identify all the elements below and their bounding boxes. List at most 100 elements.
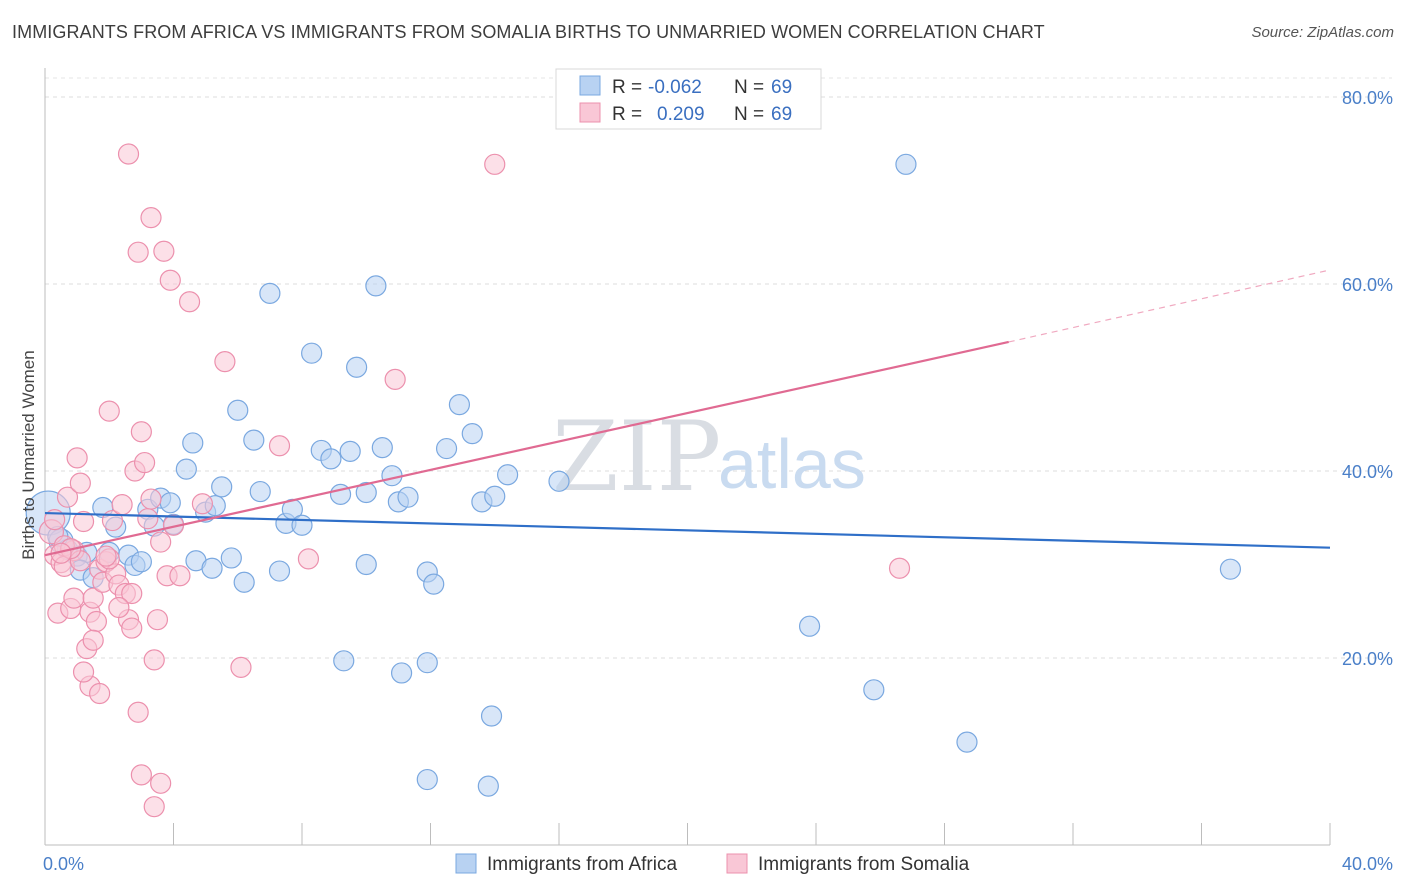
y-tick-label: 60.0% [1342, 275, 1393, 295]
data-point-somalia [66, 447, 88, 469]
data-point-somalia [98, 400, 120, 422]
data-point-somalia [137, 508, 159, 530]
data-point-africa [201, 557, 223, 579]
data-point-somalia [89, 682, 111, 705]
data-point-africa [416, 652, 438, 674]
data-point-somalia [121, 617, 143, 639]
data-point-africa [233, 571, 255, 593]
data-point-somalia [63, 587, 85, 609]
data-point-africa [477, 775, 499, 797]
data-point-africa [333, 650, 355, 672]
data-point-somalia [169, 565, 191, 587]
watermark-zip: ZIP [552, 401, 721, 513]
legend-r-label-somalia: R = [612, 104, 642, 125]
data-point-somalia [95, 545, 117, 567]
data-point-somalia [111, 494, 133, 516]
data-point-africa [175, 458, 197, 480]
data-point-somalia [117, 143, 140, 165]
data-point-africa [159, 492, 181, 514]
legend-n-label-africa: N = [734, 77, 764, 98]
y-tick-label: 40.0% [1342, 462, 1393, 482]
data-point-somalia [484, 153, 506, 175]
data-point-somalia [191, 493, 214, 515]
data-point-africa [320, 448, 342, 470]
data-point-somalia [297, 548, 320, 570]
legend-n-value-somalia: 69 [771, 104, 792, 125]
data-point-africa [397, 486, 419, 508]
legend-bottom-swatch-africa [455, 853, 477, 874]
axes: 20.0% 40.0% 60.0% 80.0% 0.0% 40.0% [43, 68, 1393, 874]
data-point-africa [339, 440, 361, 462]
data-point-somalia [150, 772, 172, 794]
data-point-africa [480, 705, 503, 727]
legend-n-value-africa: 69 [771, 77, 792, 98]
data-point-africa [863, 679, 885, 701]
legend-r-label-africa: R = [612, 77, 642, 98]
data-points [25, 143, 1242, 818]
data-point-somalia [143, 649, 165, 671]
data-point-africa [355, 553, 377, 576]
data-point-africa [956, 731, 978, 753]
data-point-somalia [121, 582, 143, 605]
data-point-africa [268, 560, 291, 582]
data-point-somalia [146, 609, 169, 631]
legend-bottom-swatch-somalia [726, 853, 748, 874]
trend-line-somalia [44, 340, 1009, 557]
data-point-somalia [143, 796, 165, 818]
data-point-somalia [85, 610, 108, 633]
trend-line-africa [44, 511, 1331, 549]
x-tick-label-max: 40.0% [1342, 854, 1393, 874]
legend-swatch-africa [579, 75, 601, 96]
data-point-somalia [130, 764, 152, 786]
data-point-somalia [56, 486, 79, 508]
data-point-somalia [159, 269, 181, 291]
legend-r-value-somalia: 0.209 [657, 104, 705, 125]
legend-bottom-label-somalia: Immigrants from Somalia [758, 854, 970, 875]
chart-source: Source: ZipAtlas.com [1251, 24, 1394, 41]
data-point-somalia [108, 596, 130, 619]
data-point-africa [355, 481, 377, 504]
data-point-africa [484, 485, 506, 507]
chart-title: IMMIGRANTS FROM AFRICA VS IMMIGRANTS FRO… [12, 22, 1045, 42]
data-point-africa [243, 429, 265, 451]
data-point-somalia [133, 451, 156, 474]
trend-lines [44, 269, 1331, 557]
legend-bottom-label-africa: Immigrants from Africa [487, 854, 677, 875]
data-point-africa [461, 423, 483, 445]
data-point-africa [130, 551, 152, 573]
data-point-africa [291, 514, 313, 536]
data-point-somalia [214, 351, 236, 373]
data-point-africa [423, 573, 445, 595]
y-axis-label: Births to Unmarried Women [19, 350, 38, 559]
watermark-atlas: atlas [718, 425, 866, 503]
legend-top: R = -0.062 N = 69 R = 0.209 N = 69 [555, 68, 822, 130]
data-point-somalia [888, 557, 911, 579]
data-point-somalia [69, 472, 91, 494]
grid-lines [45, 77, 1392, 659]
data-point-somalia [82, 587, 104, 609]
data-point-somalia [268, 435, 291, 457]
y-tick-label: 80.0% [1342, 88, 1393, 108]
y-tick-label: 20.0% [1342, 649, 1393, 669]
data-point-africa [798, 615, 821, 637]
data-point-somalia [127, 241, 149, 263]
data-point-africa [365, 275, 387, 297]
data-point-somalia [82, 629, 104, 651]
data-point-somalia [72, 661, 95, 683]
data-point-somalia [153, 240, 175, 262]
trend-line-somalia-extension [1008, 269, 1331, 343]
data-point-somalia [127, 701, 149, 723]
legend-bottom: Immigrants from Africa Immigrants from S… [455, 853, 970, 875]
x-tick-label-min: 0.0% [43, 854, 84, 874]
data-point-africa [301, 342, 323, 364]
data-point-africa [182, 432, 204, 454]
data-point-somalia [44, 509, 66, 531]
data-point-africa [371, 437, 393, 459]
data-point-somalia [178, 291, 201, 313]
data-point-somalia [140, 488, 162, 510]
data-point-africa [390, 662, 413, 684]
legend-n-label-somalia: N = [734, 104, 764, 125]
data-point-africa [211, 476, 233, 498]
data-point-africa [220, 547, 242, 569]
